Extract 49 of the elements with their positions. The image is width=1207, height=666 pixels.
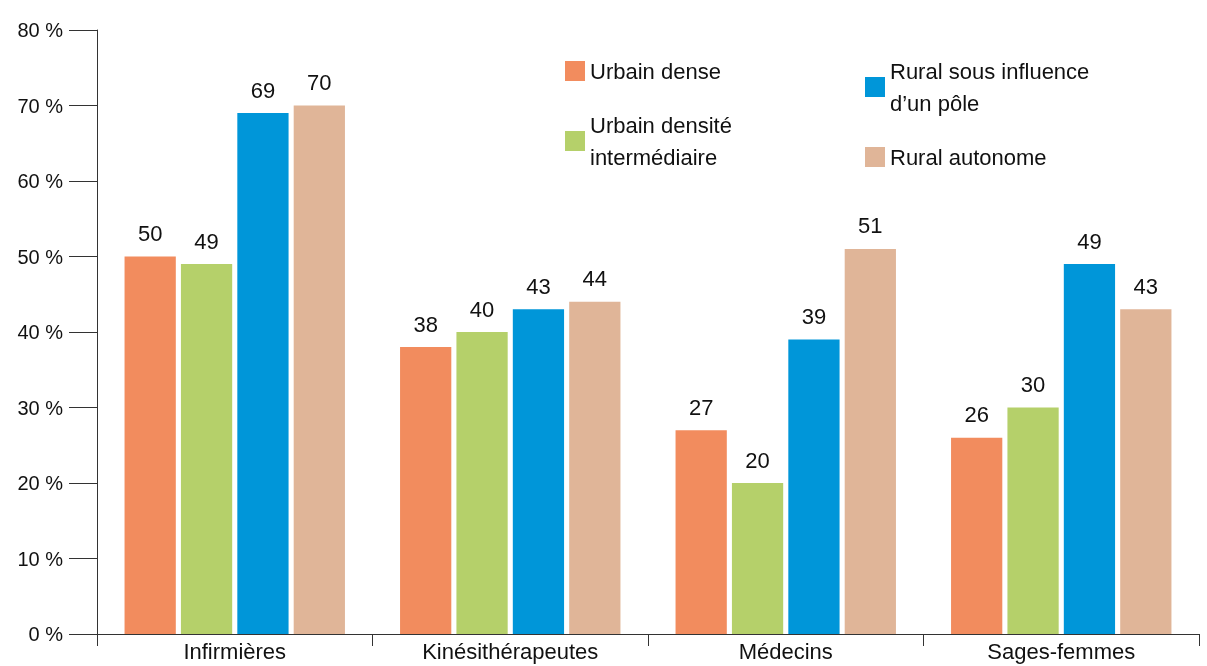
legend-label: Urbain densité intermédiaire [590, 112, 738, 170]
data-label: 40 [469, 296, 495, 322]
data-label: 26 [964, 402, 989, 428]
bar [1063, 264, 1116, 634]
bar [512, 309, 565, 634]
data-label: 49 [1077, 228, 1102, 254]
data-label: 49 [194, 228, 219, 254]
data-label: 38 [413, 311, 438, 337]
data-label: 70 [307, 70, 332, 95]
bar [731, 483, 784, 634]
x-tick-label: Médecins [738, 638, 833, 664]
data-label: 43 [1133, 273, 1159, 299]
y-tick-label: 10 % [17, 547, 64, 570]
legend-label: Rural sous influence d’un pôle [890, 58, 1096, 116]
x-tick-label: Kinésithérapeutes [422, 638, 599, 664]
bar [1007, 407, 1059, 634]
data-label: 30 [1020, 372, 1046, 397]
bar [293, 105, 345, 634]
bar [569, 301, 621, 634]
x-tick-label: Sages-femmes [987, 638, 1136, 664]
bar [456, 332, 508, 634]
data-label: 69 [250, 77, 276, 103]
bar [180, 264, 233, 634]
bar [124, 256, 176, 634]
data-label: 50 [137, 221, 163, 246]
bar [788, 339, 840, 634]
data-label: 43 [526, 273, 551, 299]
bar [1120, 309, 1172, 634]
y-tick-label: 60 % [17, 170, 64, 192]
y-tick-label: 70 % [17, 94, 64, 117]
y-tick-label: 30 % [17, 396, 64, 419]
y-tick-label: 40 % [17, 321, 64, 343]
bar [237, 113, 289, 634]
legend-label: Rural autonome [890, 144, 1047, 170]
bar [400, 347, 452, 634]
bar [951, 437, 1003, 634]
bar [844, 248, 896, 634]
data-label: 39 [801, 304, 827, 330]
data-label: 20 [745, 447, 770, 473]
data-label: 27 [688, 394, 714, 420]
data-label: 44 [582, 266, 608, 292]
y-tick-label: 80 % [17, 19, 64, 41]
y-tick-label: 0 % [28, 623, 64, 645]
y-tick-label: 50 % [17, 245, 64, 268]
y-tick-label: 20 % [17, 472, 64, 494]
data-label: 51 [858, 213, 883, 239]
x-tick-label: Infirmières [183, 638, 287, 664]
bar [675, 430, 727, 634]
legend-label: Urbain dense [590, 58, 721, 84]
